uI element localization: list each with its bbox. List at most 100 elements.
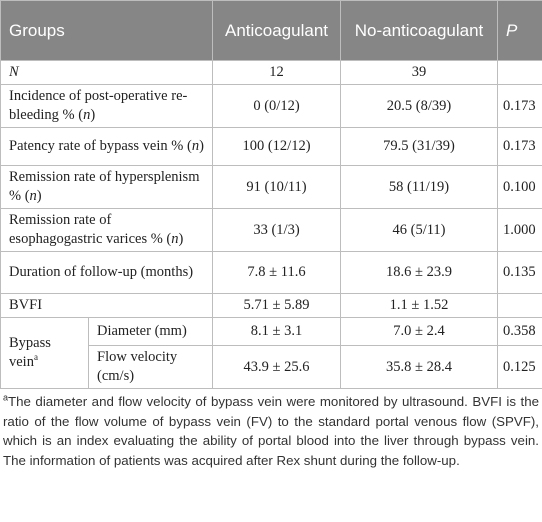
cell-text: 0.135 xyxy=(503,264,536,280)
text-part: ) xyxy=(178,231,184,247)
cell: 20.5 (8/39) xyxy=(340,84,498,128)
cell: 7.0 ± 2.4 xyxy=(340,317,498,346)
text-part: Groups xyxy=(9,20,65,40)
cell-text: 0.173 xyxy=(503,138,536,154)
header-row: Groups Anticoagulant No-anticoagulant P xyxy=(0,0,542,61)
row-label: Incidence of post-operative re-bleeding … xyxy=(0,84,213,128)
italic-part: N xyxy=(9,64,19,80)
cell: 0.173 xyxy=(497,127,542,166)
text-part: Remission rate of esophagogastric varice… xyxy=(9,212,172,247)
cell: 12 xyxy=(212,60,341,85)
superscript: a xyxy=(33,352,38,363)
cell-text: 1.1 ± 1.52 xyxy=(389,297,449,313)
cell: 0.100 xyxy=(497,165,542,209)
cell-text: 7.0 ± 2.4 xyxy=(393,323,445,339)
cell: 35.8 ± 28.4 xyxy=(340,345,498,389)
cell-text: 0 (0/12) xyxy=(253,97,300,114)
group-label: Bypass veina xyxy=(0,317,89,389)
header-cell: Groups xyxy=(0,0,213,61)
cell-text: 7.8 ± 11.6 xyxy=(247,264,306,280)
cell: 0.358 xyxy=(497,317,542,346)
cell: 0 (0/12) xyxy=(212,84,341,128)
cell-text: 0.358 xyxy=(503,323,536,339)
table-row: Duration of follow-up (months) 7.8 ± 11.6… xyxy=(0,251,542,294)
footnote: aThe diameter and flow velocity of bypas… xyxy=(0,389,542,470)
text-part: ) xyxy=(199,138,204,154)
text-part: ) xyxy=(90,107,96,123)
cell xyxy=(497,293,542,318)
cell: 39 xyxy=(340,60,498,85)
text-part: Bypass vein xyxy=(9,335,51,370)
cell: 43.9 ± 25.6 xyxy=(212,345,341,389)
row-label: Duration of follow-up (months) xyxy=(0,251,213,294)
text-part: Patency rate of bypass vein % ( xyxy=(9,138,192,154)
cell: 79.5 (31/39) xyxy=(340,127,498,166)
text-part: BVFI xyxy=(9,297,43,313)
cell: 5.71 ± 5.89 xyxy=(212,293,341,318)
cell-text: 12 xyxy=(269,64,284,80)
cell: 0.135 xyxy=(497,251,542,294)
row-label: Remission rate of esophagogastric varice… xyxy=(0,208,213,252)
cell: 0.125 xyxy=(497,345,542,389)
cell-text: 39 xyxy=(411,64,427,80)
cell-text: 5.71 ± 5.89 xyxy=(243,297,310,313)
cell-text: 58 (11/19) xyxy=(388,178,450,195)
italic-part: P xyxy=(506,20,518,40)
cell: 1.1 ± 1.52 xyxy=(340,293,498,318)
header-cell: P xyxy=(497,0,542,61)
cell-text: 0.125 xyxy=(503,358,536,375)
cell-text: 79.5 (31/39) xyxy=(383,138,455,154)
superscript: a xyxy=(3,392,9,403)
table-row: Bypass veina Diameter (mm) 8.1 ± 3.1 7.0 ± … xyxy=(0,317,542,389)
cell-text: 0.173 xyxy=(503,97,536,114)
italic-part: n xyxy=(171,231,179,247)
cell-text: 1.000 xyxy=(503,221,536,238)
cell: 33 (1/3) xyxy=(212,208,341,252)
text-part: The diameter and flow velocity of bypass… xyxy=(3,394,539,468)
italic-part: n xyxy=(83,107,91,123)
cell-text: 35.8 ± 28.4 xyxy=(386,358,452,375)
row-label: Diameter (mm) xyxy=(88,317,213,346)
italic-part: n xyxy=(29,188,37,204)
cell-text: 100 (12/12) xyxy=(242,138,311,154)
cell: 100 (12/12) xyxy=(212,127,341,166)
cell-text: 20.5 (8/39) xyxy=(386,97,452,114)
cell: 91 (10/11) xyxy=(212,165,341,209)
cell xyxy=(497,60,542,85)
table-row: Flow velocity (cm/s) 43.9 ± 25.6 35.8 ± 28… xyxy=(1,345,542,389)
cell-text: 8.1 ± 3.1 xyxy=(250,323,303,339)
text-part: Anticoagulant xyxy=(224,20,329,40)
cell-text: 43.9 ± 25.6 xyxy=(243,358,310,375)
cell: 1.000 xyxy=(497,208,542,252)
table-row: BVFI 5.71 ± 5.89 1.1 ± 1.52 xyxy=(0,293,542,318)
cell: 8.1 ± 3.1 xyxy=(212,317,341,346)
cell-text: 33 (1/3) xyxy=(253,221,300,238)
text-part: Incidence of post-operative re-bleeding … xyxy=(9,88,188,123)
cell: 7.8 ± 11.6 xyxy=(212,251,341,294)
text-part: Remission rate of hypersplenism % ( xyxy=(9,169,200,204)
text-part: No-anticoagulant xyxy=(354,20,484,40)
cell-text: 18.6 ± 23.9 xyxy=(386,264,452,280)
cell-text: Flow velocity (cm/s) xyxy=(97,349,178,384)
table-row: N 12 39 xyxy=(0,60,542,85)
cell-text: Diameter (mm) xyxy=(97,323,187,339)
row-label: BVFI xyxy=(0,293,213,318)
cell: 46 (5/11) xyxy=(340,208,498,252)
italic-part: n xyxy=(191,138,200,154)
row-label: Remission rate of hypersplenism % (n) xyxy=(0,165,213,209)
text-part: Duration of follow-up (months) xyxy=(9,264,194,280)
row-label: Patency rate of bypass vein % (n) xyxy=(0,127,213,166)
cell: 0.173 xyxy=(497,84,542,128)
table-row: Remission rate of hypersplenism % (n) 91 … xyxy=(0,165,542,209)
data-table: Groups Anticoagulant No-anticoagulant P N 12 3… xyxy=(0,0,542,389)
table-row: Incidence of post-operative re-bleeding … xyxy=(0,84,542,128)
table-row: Remission rate of esophagogastric varice… xyxy=(0,208,542,252)
table-row: Patency rate of bypass vein % (n) 100 (12… xyxy=(0,127,542,166)
cell-text: 91 (10/11) xyxy=(246,178,307,195)
cell-text: 0.100 xyxy=(503,178,536,195)
cell: 18.6 ± 23.9 xyxy=(340,251,498,294)
row-label: Flow velocity (cm/s) xyxy=(88,345,213,389)
row-label: N xyxy=(0,60,213,85)
text-part: ) xyxy=(36,188,42,204)
